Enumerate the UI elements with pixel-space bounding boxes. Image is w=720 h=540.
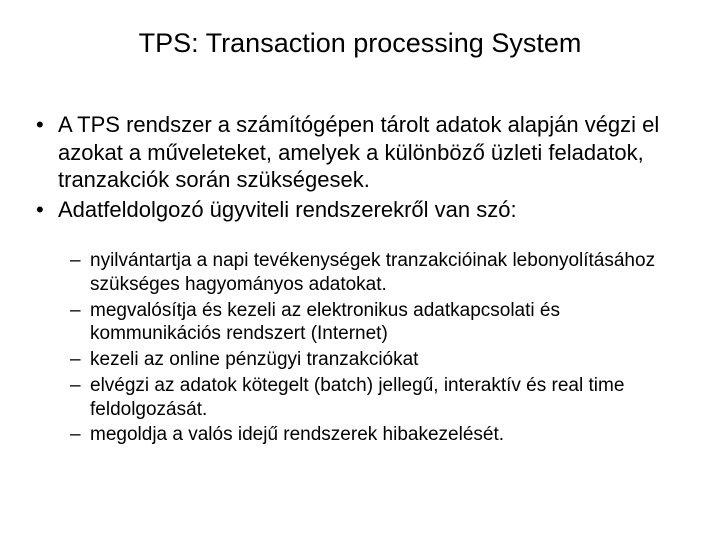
list-item: Adatfeldolgozó ügyviteli rendszerekről v… [58, 196, 690, 224]
slide-title: TPS: Transaction processing System [30, 28, 690, 59]
bullet-list-level1: A TPS rendszer a számítógépen tárolt ada… [30, 111, 690, 223]
list-item: A TPS rendszer a számítógépen tárolt ada… [58, 111, 690, 194]
list-item: kezeli az online pénzügyi tranzakciókat [90, 348, 690, 372]
list-item: nyilvántartja a napi tevékenységek tranz… [90, 249, 690, 297]
slide-container: TPS: Transaction processing System A TPS… [0, 0, 720, 540]
bullet-list-level2: nyilvántartja a napi tevékenységek tranz… [30, 249, 690, 447]
list-item: megoldja a valós idejű rendszerek hibake… [90, 423, 690, 447]
list-item: megvalósítja és kezeli az elektronikus a… [90, 299, 690, 347]
list-item: elvégzi az adatok kötegelt (batch) jelle… [90, 374, 690, 422]
